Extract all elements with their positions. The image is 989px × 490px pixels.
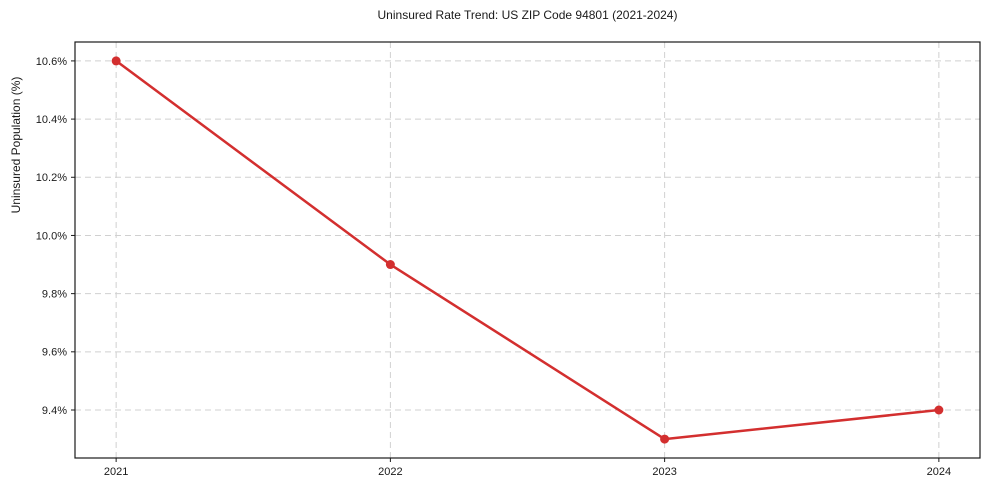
y-tick-label: 9.4% (42, 405, 67, 417)
x-tick-label: 2024 (927, 466, 951, 478)
plot-border (74, 41, 981, 459)
data-point (385, 260, 395, 270)
y-tick-label: 10.4% (36, 114, 67, 126)
x-tick-label: 2022 (378, 466, 402, 478)
data-line (114, 59, 941, 441)
y-tick-label: 9.8% (42, 288, 67, 300)
data-point (660, 434, 670, 444)
y-tick-label: 10.2% (36, 172, 67, 184)
y-tick-label: 10.0% (36, 230, 67, 242)
y-axis-label: Uninsured Population (%) (9, 76, 23, 214)
data-point (111, 56, 121, 66)
data-point (934, 405, 944, 415)
y-tick-label: 10.6% (36, 56, 67, 68)
x-tick-label: 2023 (652, 466, 676, 478)
chart-title: Uninsured Rate Trend: US ZIP Code 94801 … (377, 8, 678, 22)
x-tick-label: 2021 (104, 466, 128, 478)
y-tick-label: 9.6% (42, 347, 67, 359)
